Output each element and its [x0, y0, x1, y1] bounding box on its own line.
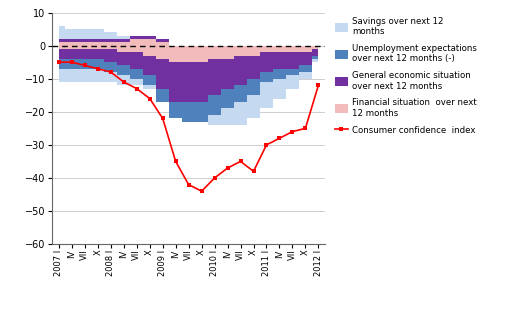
- Legend: Savings over next 12
months, Unemployment expectations
over next 12 months (-), : Savings over next 12 months, Unemploymen…: [335, 17, 477, 135]
